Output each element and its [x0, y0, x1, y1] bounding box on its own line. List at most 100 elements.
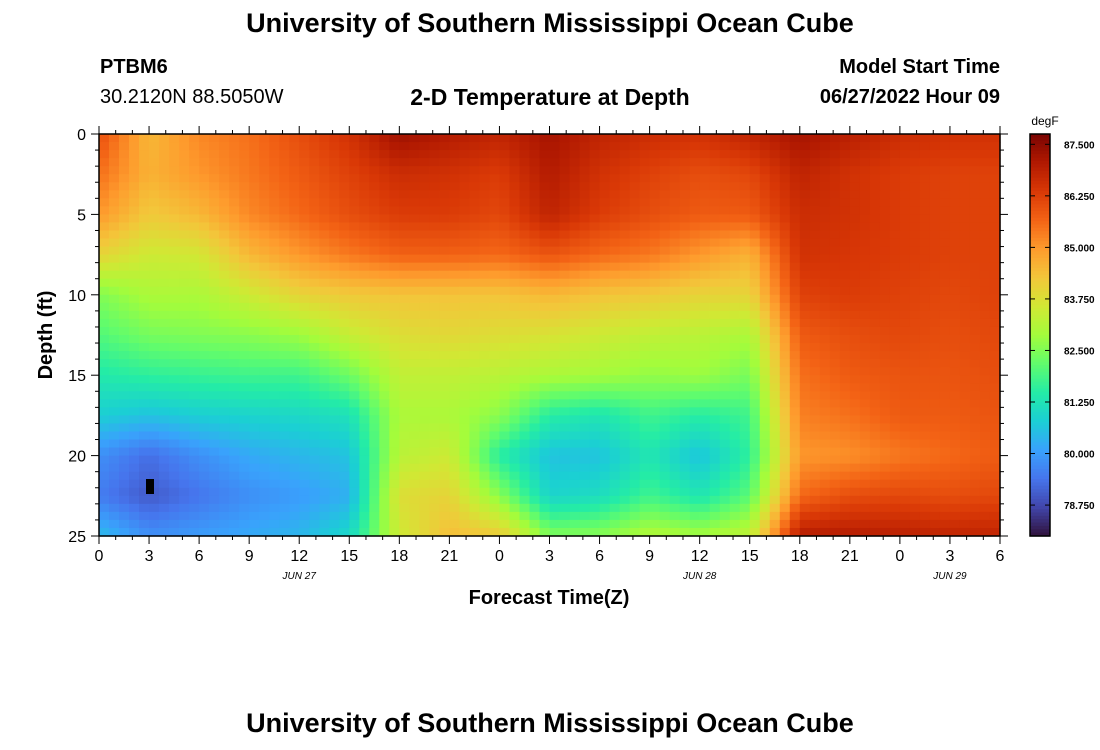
heatmap-cell [859, 262, 871, 272]
heatmap-cell [749, 318, 761, 328]
heatmap-cell [339, 463, 350, 473]
heatmap-cell [499, 375, 511, 384]
heatmap-cell [969, 294, 981, 304]
heatmap-cell [279, 351, 290, 360]
heatmap-cell [909, 519, 921, 529]
heatmap-cell [849, 294, 861, 304]
heatmap-cell [399, 527, 410, 537]
heatmap-cell [449, 262, 460, 272]
heatmap-cell [329, 375, 340, 384]
heatmap-cell [279, 294, 290, 304]
heatmap-cell [589, 222, 601, 232]
heatmap-cell [439, 310, 450, 320]
heatmap-cell [439, 511, 450, 521]
heatmap-cell [659, 367, 671, 376]
heatmap-cell [209, 198, 220, 207]
heatmap-cell [889, 262, 901, 272]
heatmap-cell [339, 343, 350, 352]
heatmap-cell [419, 471, 430, 481]
heatmap-cell [579, 214, 591, 224]
heatmap-cell [219, 423, 230, 433]
heatmap-cell [839, 455, 851, 465]
heatmap-cell [709, 527, 721, 537]
heatmap-cell [829, 479, 841, 489]
heatmap-cell [809, 246, 821, 256]
heatmap-cell [949, 174, 961, 183]
heatmap-cell [269, 134, 280, 143]
heatmap-cell [699, 511, 711, 521]
heatmap-cell [819, 407, 831, 416]
heatmap-cell [139, 447, 150, 457]
heatmap-cell [419, 294, 430, 304]
heatmap-cell [479, 238, 491, 248]
heatmap-cell [779, 318, 791, 328]
heatmap-cell [869, 343, 881, 352]
heatmap-cell [279, 198, 290, 207]
heatmap-cell [259, 174, 270, 183]
heatmap-cell [359, 359, 370, 368]
heatmap-cell [669, 214, 681, 224]
heatmap-cell [539, 190, 551, 199]
heatmap-cell [329, 214, 340, 224]
heatmap-cell [529, 238, 541, 248]
heatmap-cell [509, 230, 521, 240]
heatmap-cell [739, 439, 751, 449]
heatmap-cell [149, 487, 160, 497]
heatmap-cell [919, 335, 931, 344]
colorbar-segment [1030, 177, 1050, 182]
heatmap-cell [559, 166, 571, 175]
heatmap-cell [749, 222, 761, 232]
heatmap-cell [309, 150, 320, 159]
heatmap-cell [279, 286, 290, 296]
heatmap-cell [839, 238, 851, 248]
heatmap-cell [649, 479, 661, 489]
heatmap-cell [939, 423, 951, 433]
heatmap-cell [299, 198, 310, 207]
heatmap-cell [469, 351, 481, 360]
heatmap-cell [799, 439, 811, 449]
heatmap-cell [909, 206, 921, 215]
heatmap-cell [789, 367, 801, 376]
colorbar-segment [1030, 294, 1050, 299]
heatmap-cell [349, 174, 360, 183]
heatmap-cell [969, 511, 981, 521]
heatmap-cell [829, 230, 841, 240]
heatmap-cell [429, 310, 440, 320]
heatmap-cell [179, 134, 190, 143]
heatmap-cell [269, 222, 280, 232]
heatmap-cell [829, 415, 841, 425]
heatmap-cell [459, 479, 471, 489]
heatmap-cell [979, 270, 991, 280]
heatmap-cell [819, 439, 831, 449]
heatmap-cell [729, 278, 741, 288]
heatmap-cell [159, 318, 170, 328]
heatmap-cell [419, 415, 430, 425]
heatmap-cell [589, 503, 601, 513]
heatmap-cell [669, 318, 681, 328]
heatmap-cell [689, 471, 701, 481]
heatmap-cell [399, 222, 410, 232]
heatmap-cell [489, 479, 501, 489]
heatmap-cell [519, 214, 531, 224]
heatmap-cell [669, 142, 681, 151]
heatmap-cell [429, 230, 440, 240]
heatmap-cell [229, 431, 240, 441]
heatmap-cell [549, 214, 561, 224]
colorbar-segment [1030, 227, 1050, 232]
heatmap-cell [609, 407, 621, 416]
heatmap-cell [479, 310, 491, 320]
heatmap-cell [249, 383, 260, 392]
heatmap-cell [259, 527, 270, 537]
heatmap-cell [639, 222, 651, 232]
heatmap-cell [839, 335, 851, 344]
heatmap-cell [889, 150, 901, 159]
heatmap-cell [159, 142, 170, 151]
heatmap-cell [649, 174, 661, 183]
heatmap-cell [919, 246, 931, 256]
heatmap-cell [629, 383, 641, 392]
heatmap-cell [819, 335, 831, 344]
heatmap-cell [409, 182, 420, 191]
heatmap-cell [299, 326, 310, 336]
heatmap-cell [249, 415, 260, 425]
heatmap-cell [99, 423, 110, 433]
